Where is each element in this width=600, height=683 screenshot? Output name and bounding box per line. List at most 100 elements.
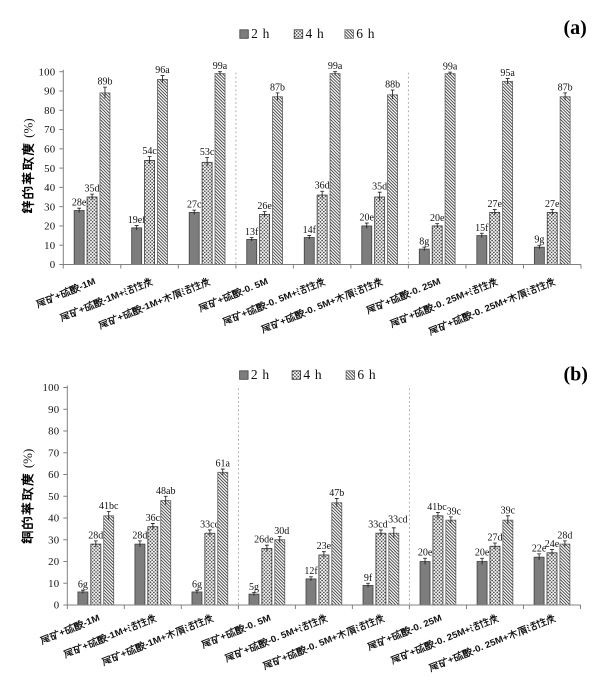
svg-text:9g: 9g [534, 235, 544, 246]
svg-text:6 h: 6 h [356, 26, 375, 41]
svg-text:20e: 20e [418, 548, 433, 559]
svg-text:70: 70 [44, 124, 55, 136]
svg-text:(%): (%) [20, 449, 35, 469]
svg-text:27d: 27d [487, 533, 502, 544]
svg-text:19ef: 19ef [128, 215, 146, 226]
svg-text:33cd: 33cd [368, 519, 387, 530]
svg-text:+: + [53, 290, 62, 301]
svg-text:30: 30 [48, 534, 59, 546]
svg-text:0: 0 [50, 259, 56, 271]
svg-text:10: 10 [44, 240, 55, 252]
svg-text:14f: 14f [303, 225, 317, 236]
svg-text:95a: 95a [500, 68, 515, 79]
svg-text:27c: 27c [187, 200, 202, 211]
svg-text:+: + [278, 315, 287, 326]
svg-text:80: 80 [48, 426, 59, 438]
svg-text:0: 0 [54, 600, 60, 612]
svg-text:(%): (%) [21, 118, 36, 138]
svg-text:26de: 26de [254, 535, 274, 546]
svg-text:4 h: 4 h [306, 26, 325, 41]
svg-text:20: 20 [44, 221, 55, 233]
svg-text:+: + [446, 654, 455, 665]
svg-text:99a: 99a [328, 61, 343, 72]
svg-text:27e: 27e [487, 199, 502, 210]
svg-text:27e: 27e [545, 199, 560, 210]
svg-text:20e: 20e [475, 548, 490, 559]
svg-text:28d: 28d [557, 530, 572, 541]
svg-text:26e: 26e [257, 201, 272, 212]
svg-text:+: + [216, 294, 225, 305]
svg-text:9f: 9f [364, 573, 373, 584]
svg-text:23e: 23e [317, 541, 332, 552]
svg-text:20e: 20e [430, 213, 445, 224]
svg-text:41bc: 41bc [427, 502, 447, 513]
svg-text:(a): (a) [564, 17, 587, 39]
svg-text:20e: 20e [360, 213, 375, 224]
svg-text:28e: 28e [72, 198, 87, 209]
svg-text:40: 40 [48, 513, 59, 525]
svg-text:89b: 89b [97, 77, 112, 88]
svg-text:50: 50 [44, 163, 55, 175]
svg-text:20: 20 [48, 556, 59, 568]
svg-text:+: + [385, 633, 394, 644]
svg-text:100: 100 [43, 382, 60, 394]
svg-text:41bc: 41bc [99, 501, 119, 512]
svg-text:+: + [407, 310, 416, 321]
svg-text:39c: 39c [447, 506, 462, 517]
svg-text:90: 90 [48, 404, 59, 416]
svg-text:22e: 22e [532, 543, 547, 554]
svg-text:+: + [446, 317, 455, 328]
svg-text:88b: 88b [385, 80, 400, 91]
svg-text:24e: 24e [545, 539, 560, 550]
svg-text:10: 10 [48, 578, 59, 590]
svg-text:35d: 35d [372, 182, 387, 193]
svg-text:15f: 15f [475, 223, 489, 234]
svg-text:87b: 87b [270, 82, 285, 93]
svg-text:39c: 39c [501, 505, 516, 516]
svg-text:+: + [116, 311, 125, 322]
svg-text:+: + [119, 648, 128, 659]
svg-text:48ab: 48ab [156, 486, 175, 497]
svg-text:60: 60 [48, 469, 59, 481]
svg-text:30d: 30d [274, 526, 289, 537]
svg-text:36d: 36d [315, 181, 330, 192]
svg-text:53c: 53c [200, 147, 215, 158]
svg-text:54c: 54c [142, 146, 157, 157]
svg-text:+: + [242, 644, 251, 655]
svg-text:2 h: 2 h [251, 26, 270, 41]
svg-text:47b: 47b [329, 488, 344, 499]
svg-text:28d: 28d [88, 530, 103, 541]
svg-text:+: + [77, 304, 86, 315]
svg-text:87b: 87b [558, 82, 573, 93]
svg-text:100: 100 [39, 66, 56, 78]
svg-text:+: + [240, 308, 249, 319]
svg-text:36c: 36c [146, 513, 161, 524]
svg-text:40: 40 [44, 182, 55, 194]
svg-text:+: + [383, 296, 392, 307]
svg-text:8g: 8g [419, 237, 429, 248]
svg-text:28d: 28d [132, 530, 147, 541]
svg-text:6g: 6g [192, 580, 202, 591]
svg-text:80: 80 [44, 105, 55, 117]
svg-text:+: + [408, 646, 417, 657]
svg-text:+: + [280, 652, 289, 663]
svg-text:13f: 13f [245, 227, 259, 238]
svg-text:2 h: 2 h [251, 367, 270, 382]
svg-text:+: + [57, 627, 66, 638]
svg-text:4 h: 4 h [303, 367, 322, 382]
svg-text:+: + [81, 640, 90, 651]
svg-text:35d: 35d [85, 184, 100, 195]
svg-text:60: 60 [44, 144, 55, 156]
svg-text:90: 90 [44, 86, 55, 98]
svg-text:96a: 96a [155, 65, 170, 76]
svg-text:5g: 5g [249, 582, 259, 593]
svg-text:50: 50 [48, 491, 59, 503]
svg-text:(b): (b) [564, 364, 588, 386]
svg-text:6g: 6g [78, 580, 88, 591]
svg-text:99a: 99a [213, 61, 228, 72]
svg-text:33cd: 33cd [388, 514, 407, 525]
svg-text:+: + [219, 631, 228, 642]
svg-text:70: 70 [48, 447, 59, 459]
svg-text:99a: 99a [443, 62, 458, 73]
svg-text:6 h: 6 h [357, 367, 376, 382]
